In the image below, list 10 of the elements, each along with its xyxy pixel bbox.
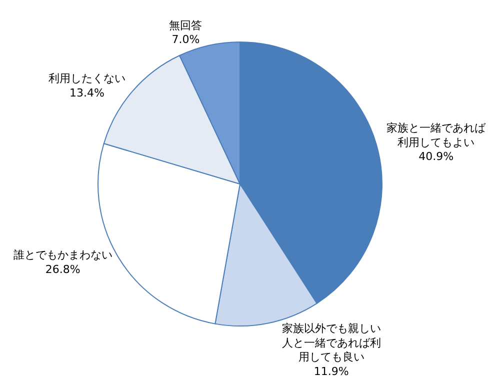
data-label: 40.9% bbox=[418, 150, 454, 164]
slice-label: 家族と一緒であれば利用してもよい bbox=[386, 122, 487, 149]
data-label: 26.8% bbox=[45, 262, 80, 276]
slice-label: 無回答 bbox=[169, 18, 202, 32]
slice-label: 家族以外でも親しい人と一緒であれば利用しても良い bbox=[282, 322, 381, 364]
slice-label: 誰とでもかまわない bbox=[13, 248, 112, 262]
data-label: 7.0% bbox=[172, 33, 200, 46]
data-label: 13.4% bbox=[70, 86, 104, 100]
data-label: 11.9% bbox=[314, 365, 349, 378]
slice-label: 利用したくない bbox=[48, 72, 126, 85]
